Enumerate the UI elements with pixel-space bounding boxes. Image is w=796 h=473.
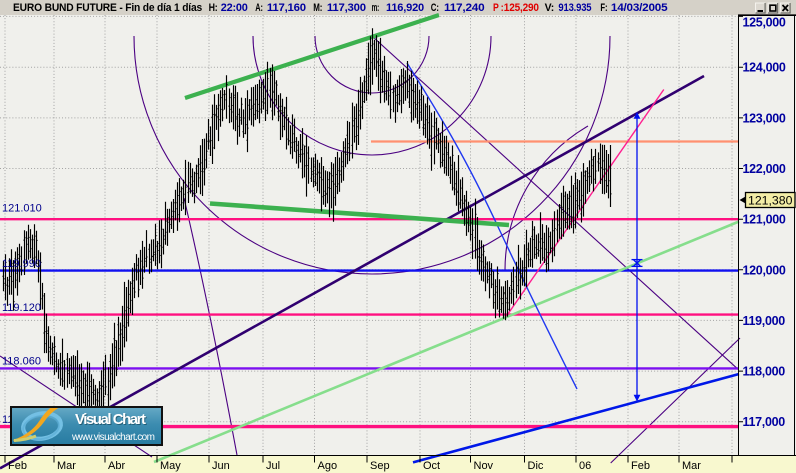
svg-text:M:: M: xyxy=(313,2,322,14)
svg-text:Feb: Feb xyxy=(8,460,27,472)
svg-text:Nov: Nov xyxy=(474,460,494,472)
svg-text:117,160: 117,160 xyxy=(267,2,306,14)
svg-text:F:: F: xyxy=(600,2,607,14)
svg-text:117,240: 117,240 xyxy=(444,2,485,14)
svg-text:120,000: 120,000 xyxy=(743,263,786,277)
svg-text:118.060: 118.060 xyxy=(2,356,41,368)
svg-text:Jul: Jul xyxy=(266,460,280,472)
svg-text:Mar: Mar xyxy=(682,460,701,472)
svg-text:A:: A: xyxy=(255,2,262,14)
svg-text:Visual Chart: Visual Chart xyxy=(76,412,147,429)
svg-text:Mar: Mar xyxy=(57,460,76,472)
svg-text:Visual Chart: Visual Chart xyxy=(75,411,146,428)
svg-text:121,000: 121,000 xyxy=(743,213,786,227)
svg-text:www.visualchart.com: www.visualchart.com xyxy=(71,432,155,443)
svg-text:118,000: 118,000 xyxy=(743,365,786,379)
svg-text:06: 06 xyxy=(579,460,591,472)
svg-text:119,000: 119,000 xyxy=(743,314,786,328)
svg-text:913.935: 913.935 xyxy=(558,2,591,14)
svg-text:117,000: 117,000 xyxy=(743,415,786,429)
svg-text:EURO BUND FUTURE - Fin de día: EURO BUND FUTURE - Fin de día 1 días xyxy=(13,2,202,14)
svg-text:May: May xyxy=(160,460,181,472)
svg-text:22:00: 22:00 xyxy=(221,2,248,14)
svg-text:Abr: Abr xyxy=(108,460,125,472)
svg-text:Oct: Oct xyxy=(423,460,440,472)
svg-text:125,290: 125,290 xyxy=(504,2,539,14)
svg-text:119.990: 119.990 xyxy=(2,258,41,270)
svg-text:121.010: 121.010 xyxy=(2,203,42,215)
svg-text:125,000: 125,000 xyxy=(743,16,786,30)
svg-text:P :: P : xyxy=(493,2,504,14)
svg-text:Sep: Sep xyxy=(370,460,390,472)
svg-text:Ago: Ago xyxy=(318,460,338,472)
svg-text:122,000: 122,000 xyxy=(743,162,786,176)
svg-text:117,300: 117,300 xyxy=(327,2,366,14)
svg-text:Jun: Jun xyxy=(212,460,230,472)
svg-text:m:: m: xyxy=(372,2,380,14)
svg-text:123,000: 123,000 xyxy=(743,111,786,125)
svg-text:121,380: 121,380 xyxy=(748,194,793,208)
svg-text:14/03/2005: 14/03/2005 xyxy=(611,2,668,14)
svg-text:124,000: 124,000 xyxy=(743,61,786,75)
svg-text:H:: H: xyxy=(209,2,218,14)
svg-text:Feb: Feb xyxy=(631,460,650,472)
svg-text:C:: C: xyxy=(431,2,439,14)
svg-text:Dic: Dic xyxy=(528,460,544,472)
svg-text:119.120: 119.120 xyxy=(2,302,41,314)
svg-text:V:: V: xyxy=(545,2,555,14)
svg-text:116,920: 116,920 xyxy=(386,2,424,14)
